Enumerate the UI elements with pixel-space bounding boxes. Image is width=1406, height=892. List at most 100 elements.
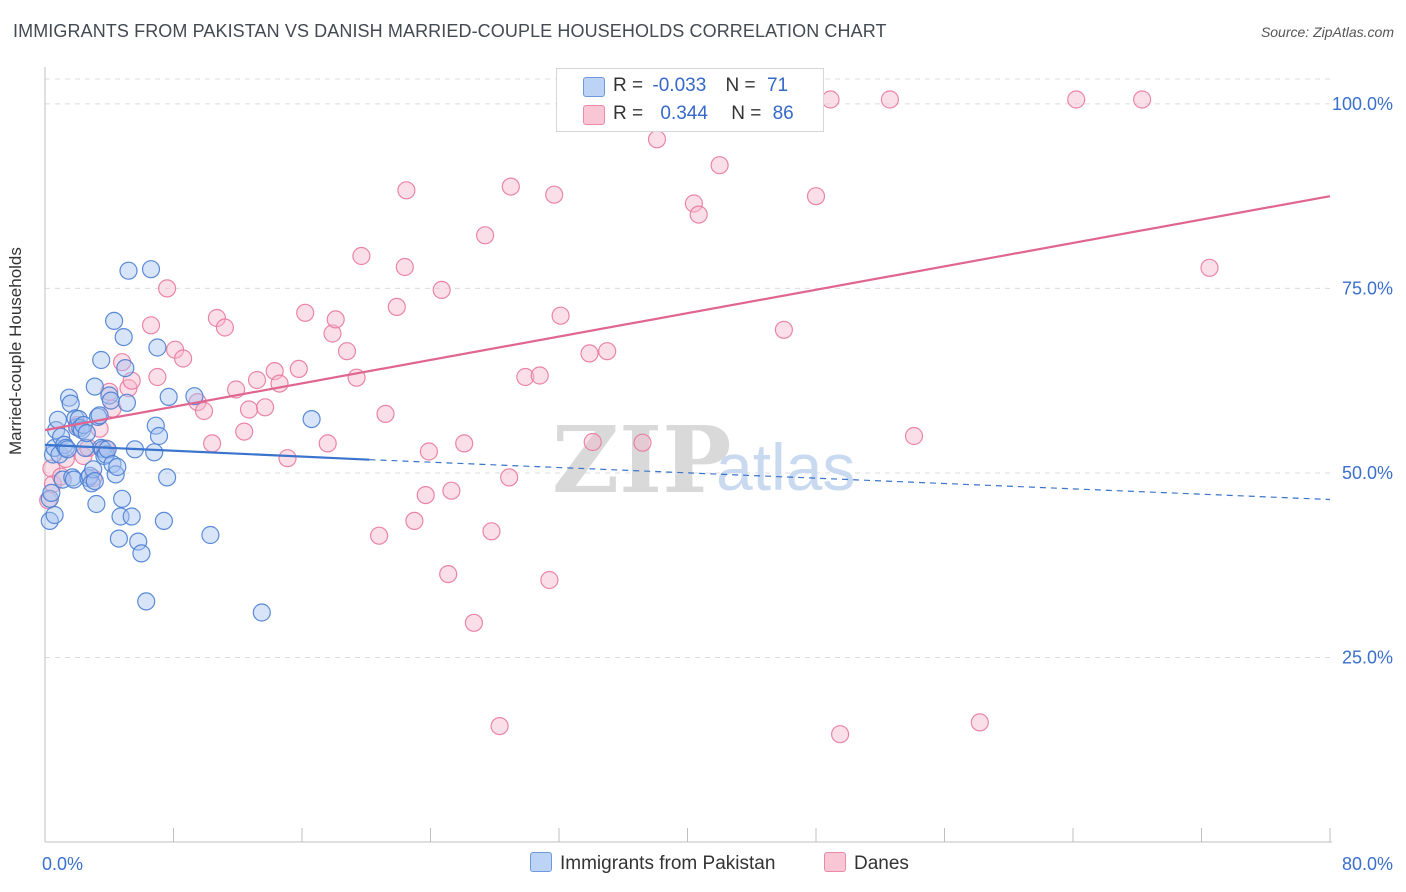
data-point-pakistan — [151, 428, 168, 445]
data-point-danes — [465, 614, 482, 631]
data-point-pakistan — [93, 352, 110, 369]
data-point-pakistan — [102, 392, 119, 409]
data-point-danes — [483, 523, 500, 540]
trend-line-danes — [45, 196, 1330, 430]
data-point-danes — [196, 403, 213, 420]
bottom-legend-swatch-pink — [824, 852, 846, 872]
data-point-danes — [491, 718, 508, 735]
data-point-danes — [319, 435, 336, 452]
x-tick-label-max: 80.0% — [1342, 854, 1393, 874]
data-point-danes — [1201, 259, 1218, 276]
data-point-danes — [279, 450, 296, 467]
data-point-danes — [599, 343, 616, 360]
data-point-danes — [649, 131, 666, 148]
data-point-danes — [546, 186, 563, 203]
data-point-danes — [541, 572, 558, 589]
data-point-pakistan — [118, 394, 135, 411]
y-tick-label: 50.0% — [1342, 463, 1393, 483]
data-point-danes — [808, 188, 825, 205]
data-point-danes — [257, 399, 274, 416]
data-point-danes — [906, 428, 923, 445]
data-point-danes — [690, 206, 707, 223]
legend-n-label: N = — [731, 103, 761, 124]
y-tick-label: 25.0% — [1342, 647, 1393, 667]
data-point-danes — [249, 372, 266, 389]
legend-r-label: R = — [613, 75, 643, 96]
y-axis-label: Married-couple Households — [6, 247, 26, 455]
data-point-pakistan — [143, 261, 160, 278]
data-point-danes — [417, 487, 434, 504]
data-point-pakistan — [117, 360, 134, 377]
data-point-pakistan — [88, 496, 105, 513]
data-point-danes — [1068, 91, 1085, 108]
data-point-pakistan — [155, 512, 172, 529]
bottom-legend-swatch-blue — [530, 852, 552, 872]
x-tick-label-min: 0.0% — [42, 854, 83, 874]
data-point-danes — [297, 304, 314, 321]
data-point-danes — [501, 469, 518, 486]
data-point-pakistan — [138, 593, 155, 610]
data-point-danes — [584, 434, 601, 451]
data-point-danes — [216, 319, 233, 336]
data-point-pakistan — [123, 508, 140, 525]
correlation-legend: R = -0.033 N = 71 R = 0.344 N = 86 — [556, 68, 824, 132]
data-point-danes — [581, 345, 598, 362]
data-point-pakistan — [86, 473, 103, 490]
bottom-legend-label-pakistan: Immigrants from Pakistan — [560, 853, 775, 874]
data-point-danes — [477, 227, 494, 244]
data-point-danes — [711, 157, 728, 174]
data-point-pakistan — [120, 262, 137, 279]
data-point-danes — [775, 321, 792, 338]
data-point-danes — [881, 91, 898, 108]
data-point-danes — [290, 360, 307, 377]
data-point-danes — [175, 350, 192, 367]
data-point-danes — [149, 369, 166, 386]
bottom-legend-pakistan: Immigrants from Pakistan — [530, 852, 775, 875]
data-point-danes — [159, 280, 176, 297]
y-tick-label: 75.0% — [1342, 278, 1393, 298]
data-point-danes — [1134, 91, 1151, 108]
data-point-pakistan — [114, 490, 131, 507]
legend-n-value-pakistan: 71 — [767, 75, 788, 96]
watermark-atlas: atlas — [716, 430, 855, 504]
series-pakistan — [41, 261, 320, 621]
data-point-danes — [353, 248, 370, 265]
bottom-legend-label-danes: Danes — [854, 853, 909, 874]
data-point-danes — [433, 281, 450, 298]
data-point-danes — [396, 259, 413, 276]
data-point-danes — [204, 435, 221, 452]
legend-n-value-danes: 86 — [773, 103, 794, 124]
data-point-danes — [327, 311, 344, 328]
grid-lines — [45, 79, 1334, 657]
data-point-danes — [371, 527, 388, 544]
data-point-pakistan — [159, 469, 176, 486]
data-point-pakistan — [109, 459, 126, 476]
data-point-pakistan — [149, 339, 166, 356]
data-point-danes — [440, 566, 457, 583]
y-tick-label: 100.0% — [1332, 94, 1393, 114]
data-point-danes — [377, 405, 394, 422]
data-point-danes — [502, 178, 519, 195]
data-point-pakistan — [59, 441, 76, 458]
watermark: ZIP atlas — [552, 406, 855, 514]
data-point-danes — [420, 443, 437, 460]
legend-swatch-pink — [583, 105, 605, 125]
legend-swatch-blue — [583, 77, 605, 97]
data-point-danes — [143, 317, 160, 334]
data-point-pakistan — [133, 545, 150, 562]
data-point-danes — [443, 482, 460, 499]
data-point-pakistan — [46, 507, 63, 524]
data-point-danes — [832, 726, 849, 743]
data-point-pakistan — [202, 527, 219, 544]
watermark-zip: ZIP — [552, 406, 731, 514]
data-point-pakistan — [303, 411, 320, 428]
data-point-danes — [241, 401, 258, 418]
legend-r-value-danes: 0.344 — [660, 103, 708, 124]
data-point-pakistan — [160, 388, 177, 405]
data-point-danes — [398, 182, 415, 199]
data-point-pakistan — [146, 444, 163, 461]
data-point-pakistan — [106, 312, 123, 329]
scatter-chart: ZIP atlas 25.0% 50.0% 75.0% 100.0% 0.0% 80.0% — [0, 0, 1406, 892]
legend-r-value-pakistan: -0.033 — [652, 75, 706, 96]
data-point-danes — [236, 423, 253, 440]
